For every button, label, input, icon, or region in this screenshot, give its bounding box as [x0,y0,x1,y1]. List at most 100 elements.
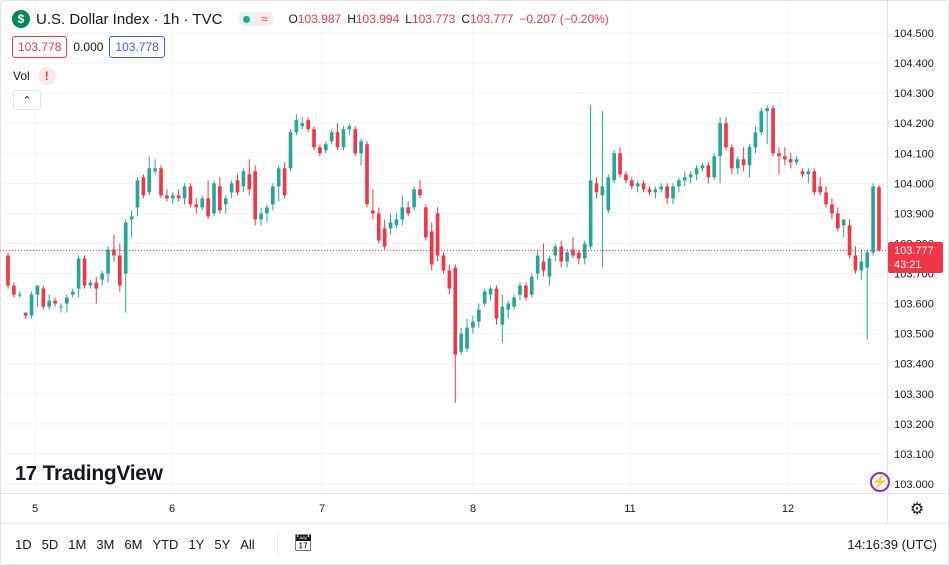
candle-body [229,183,234,193]
range-button[interactable]: 1Y [188,537,205,552]
volume-label[interactable]: Vol [13,69,30,83]
candle-body [541,261,546,271]
ohlc-values: O103.987 H103.994 L103.773 C103.777 −0.207 (… [288,12,608,26]
candle-body [294,120,299,133]
candle-body [847,225,852,256]
ohlc-value: −0.207 (−0.20%) [519,12,609,26]
candle-body [859,261,864,271]
price-tick-label: 103.900 [894,208,934,220]
market-status-icon[interactable] [238,12,255,26]
candle-body [123,222,128,274]
symbol-title[interactable]: U.S. Dollar Index · 1h · TVC [36,10,223,28]
candle-body [147,168,152,193]
range-button[interactable]: 5Y [214,537,231,552]
candle-body [306,120,310,130]
delayed-data-icon[interactable]: ≈ [254,12,275,26]
candle-body [700,165,705,169]
price-tick-label: 104.100 [894,148,934,160]
candle-body [329,132,334,142]
dollar-badge-icon[interactable]: $ [12,10,30,28]
range-button[interactable]: 6M [124,537,143,552]
candle-body [6,255,10,286]
range-button[interactable]: 3M [96,537,115,552]
candle-body [635,183,640,187]
candle-body [506,303,511,310]
candle-body [453,267,458,355]
candle-body [871,186,875,253]
volume-legend: Vol ! [13,67,56,85]
gear-icon[interactable]: ⚙ [909,501,925,518]
time-tick-label: 5 [32,503,38,515]
price-tick-label: 104.500 [894,28,934,40]
candle-body [141,177,146,196]
candle-body [347,126,352,130]
range-button[interactable]: 5D [41,537,59,552]
candle-body [223,198,228,205]
candle-body [323,144,328,151]
candle-body [647,189,652,193]
time-tick-label: 8 [470,503,476,515]
price-tick-label: 104.400 [894,58,934,70]
calendar-icon[interactable]: 📅︎ [293,535,314,552]
candle-body [547,258,552,277]
warning-icon[interactable]: ! [37,67,56,85]
candle-body [730,147,734,169]
quote-row: 103.778 0.000 103.778 [12,36,165,58]
candle-body [200,198,205,208]
candle-body [17,294,22,296]
candle-body [388,222,393,229]
candle-body [853,255,858,271]
candle-body [94,282,99,289]
candle-body [794,159,799,163]
ohlc-item: O103.987 [288,12,341,26]
bid-price[interactable]: 103.778 [12,36,68,58]
price-axis[interactable]: 104.500 104.400 104.300 104.200 104.100 104.0… [894,28,934,491]
candle-body [76,258,81,289]
lightning-icon[interactable]: ⚡ [870,472,890,492]
tradingview-logo[interactable]: 17 TradingView [15,462,163,486]
time-axis[interactable]: 5 6 7 8 11 12 [32,503,794,515]
grid-lines [0,0,947,523]
candle-body [435,213,440,256]
candle-body [465,327,469,349]
candle-body [318,147,322,154]
candles [6,105,881,403]
ohlc-item: L103.773 [405,12,455,26]
range-button[interactable]: 1M [68,537,87,552]
collapse-legend-button[interactable]: ⌃ [13,90,41,110]
candle-body [359,141,363,154]
price-tick-label: 104.000 [894,178,934,190]
candle-body [665,186,669,199]
range-button[interactable]: YTD [152,537,179,552]
ohlc-value: 103.987 [297,12,342,26]
candle-body [735,159,740,169]
candle-body [100,273,104,280]
candle-body [241,171,246,187]
candle-body [753,132,758,148]
candle-body [512,297,516,307]
time-tick-label: 12 [782,503,794,515]
ask-price[interactable]: 103.778 [109,36,165,58]
candle-body [129,216,134,220]
candle-body [824,192,828,205]
candle-body [424,207,428,238]
candle-body [400,207,405,220]
candle-body [494,288,499,319]
candle-body [153,168,157,172]
candle-body [712,156,717,178]
candle-body [53,300,57,304]
ohlc-key: C [461,12,470,26]
utc-clock[interactable]: 14:16:39 (UTC) [847,537,937,552]
price-chart[interactable]: 104.500 104.400 104.300 104.200 104.100 104.0… [0,0,949,523]
spread-value: 0.000 [73,40,104,54]
ohlc-value: 103.777 [470,12,514,26]
range-button[interactable]: 1D [15,537,32,552]
range-button[interactable]: All [240,537,255,552]
candle-body [800,171,805,175]
candle-body [629,180,634,187]
candle-body [577,252,581,259]
candle-body [212,183,216,214]
last-price-tag: 103.777 43:21 [888,242,943,273]
toolbar-divider [277,534,278,554]
candle-body [135,180,140,208]
